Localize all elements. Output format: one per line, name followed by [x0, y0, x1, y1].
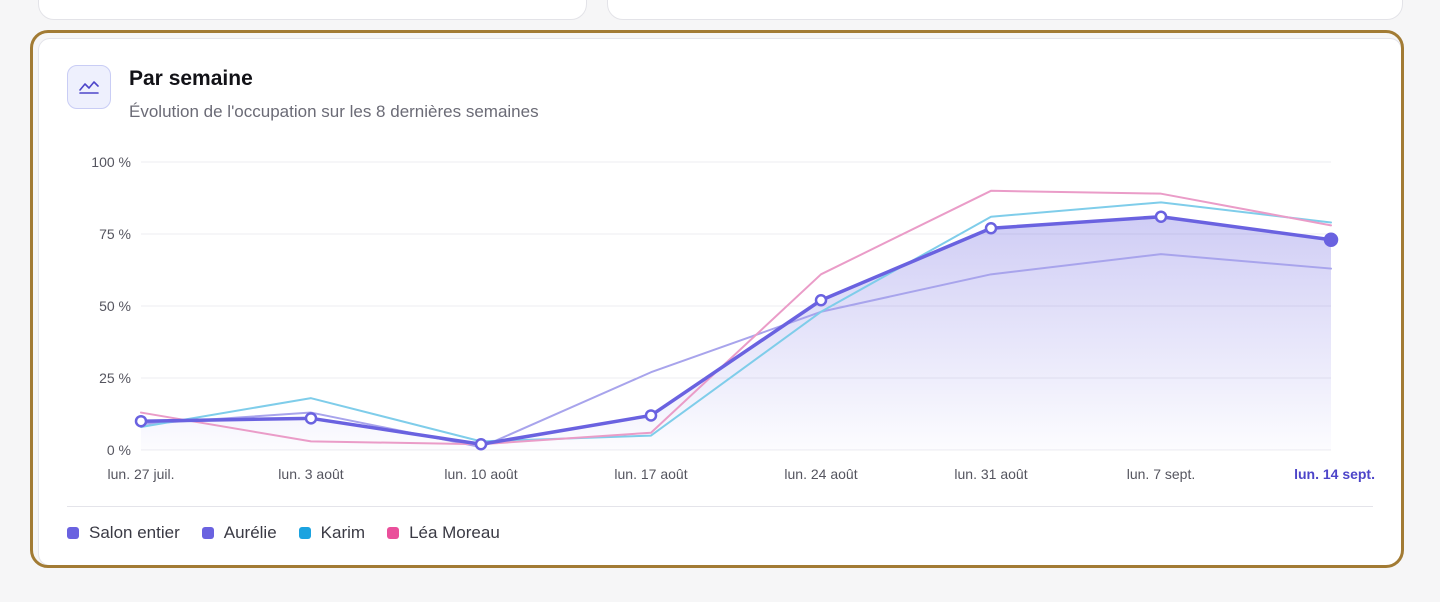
top-card-left — [38, 0, 587, 20]
legend-item-salon[interactable]: Salon entier — [67, 523, 180, 543]
weekly-occupancy-card: Par semaine Évolution de l'occupation su… — [38, 38, 1402, 566]
y-tick-label: 0 % — [107, 442, 131, 458]
legend-label: Aurélie — [223, 523, 277, 542]
y-tick-label: 100 % — [91, 154, 131, 170]
top-card-right — [607, 0, 1403, 20]
legend-swatch — [387, 527, 400, 539]
series-line-salon-entier — [139, 214, 1333, 446]
x-tick-label: lun. 27 juil. — [108, 466, 175, 482]
y-tick-label: 50 % — [99, 298, 131, 314]
legend-label: Karim — [320, 523, 366, 542]
data-point[interactable] — [644, 409, 658, 422]
legend-swatch — [67, 527, 79, 539]
legend-item-aurelie[interactable]: Aurélie — [201, 523, 277, 543]
data-point[interactable] — [474, 437, 488, 451]
data-point[interactable] — [984, 221, 998, 235]
y-tick-label: 75 % — [99, 226, 131, 242]
line-chart-icon — [67, 65, 111, 109]
legend-swatch — [201, 527, 214, 539]
highlight-frame — [30, 30, 1404, 568]
x-tick-label: lun. 24 août — [784, 466, 857, 482]
series-line-l-a-moreau — [140, 189, 1332, 446]
y-tick-label: 25 % — [99, 370, 131, 386]
legend-item-lea[interactable]: Léa Moreau — [387, 523, 500, 543]
series-line-aur-lie — [140, 253, 1332, 449]
weekly-chart: 0 % 25 % 50 % 75 % 100 % lun. 27 juil. lun. 3 … — [91, 154, 1375, 482]
legend-swatch — [298, 527, 311, 539]
data-point[interactable] — [814, 293, 828, 307]
legend-item-karim[interactable]: Karim — [298, 523, 366, 543]
x-tick-label: lun. 17 août — [614, 466, 687, 482]
card-title: Par semaine — [129, 67, 253, 90]
data-point[interactable] — [304, 412, 318, 425]
x-tick-label: lun. 7 sept. — [1127, 466, 1196, 482]
x-tick-label: lun. 31 août — [954, 466, 1027, 482]
data-point[interactable] — [134, 414, 148, 428]
card-subtitle: Évolution de l'occupation sur les 8 dern… — [129, 102, 539, 121]
legend-label: Léa Moreau — [409, 523, 500, 542]
x-tick-label: lun. 14 sept. — [1294, 466, 1375, 482]
data-point[interactable] — [1154, 210, 1168, 223]
x-tick-label: lun. 3 août — [278, 466, 343, 482]
x-tick-label: lun. 10 août — [444, 466, 517, 482]
legend-label: Salon entier — [89, 523, 180, 542]
series-area-salon — [141, 216, 1331, 450]
legend-divider — [67, 506, 1373, 507]
data-point[interactable] — [1323, 232, 1339, 248]
chart-legend: Salon entier Aurélie Karim Léa Moreau — [67, 523, 500, 543]
series-line-karim — [140, 201, 1332, 443]
